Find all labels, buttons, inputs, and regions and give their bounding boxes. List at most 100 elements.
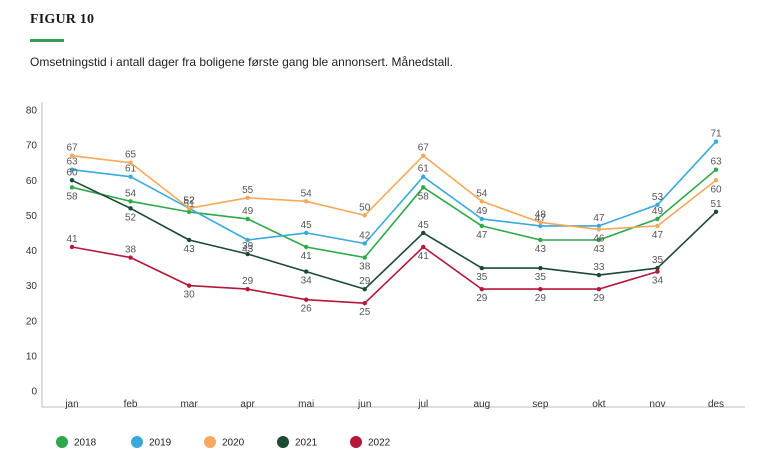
data-label-2018-okt: 43 [593,244,605,255]
series-line-2019 [71,141,717,245]
data-point-2018-jul [421,185,426,190]
data-point-2018-apr [245,216,250,222]
chart-subtitle: Omsetningstid i antall dager fra boligen… [30,55,453,69]
x-tick-label-jun: jun [357,399,371,410]
data-label-2022-nov: 34 [652,276,664,287]
data-label-2021-jun: 29 [359,276,371,287]
data-point-2021-jun [362,286,367,292]
data-point-2020-mai [303,199,309,204]
data-point-2021-feb [128,206,133,211]
x-tick-label-des: des [708,399,724,410]
data-label-2018-sep: 43 [535,244,547,255]
legend-swatch-2020 [204,436,216,448]
data-label-2022-aug: 29 [476,293,488,304]
data-point-2020-jun [362,213,367,218]
y-tick-label-40: 40 [26,246,38,257]
y-tick-label-50: 50 [26,211,38,222]
data-point-2019-nov [655,202,660,208]
data-label-2020-jul: 67 [418,143,430,154]
data-label-2022-sep: 29 [535,293,547,304]
data-label-2018-jul: 58 [418,191,430,202]
data-label-2019-jun: 42 [359,230,371,241]
data-label-2019-aug: 49 [476,206,488,217]
data-point-2020-mar [186,206,192,211]
data-point-2019-okt [596,223,602,229]
data-point-2021-des [713,209,719,215]
data-point-2022-okt [596,286,602,292]
data-label-2020-mar: 52 [184,195,196,206]
x-tick-label-jan: jan [64,399,78,410]
data-label-2018-apr: 49 [242,206,254,217]
data-label-2022-apr: 29 [242,276,254,287]
accent-rule [30,39,64,42]
data-point-2019-mai [303,230,309,236]
data-point-2018-sep [538,237,543,243]
data-label-2019-mar: 52 [184,195,196,206]
data-label-2019-jul: 61 [418,164,430,175]
legend-swatch-2018 [56,436,68,448]
legend-label-2020: 2020 [222,438,245,449]
data-point-2020-des [713,178,719,183]
data-point-2018-des [713,167,719,172]
data-point-2020-okt [596,227,602,232]
figure-label: FIGUR 10 [30,12,95,27]
data-point-2018-jun [362,255,367,260]
data-point-2020-jan [69,153,75,158]
data-point-2021-mar [186,237,192,243]
data-point-2019-jan [69,167,75,172]
x-tick-label-aug: aug [473,399,490,410]
data-point-2022-nov [655,269,660,274]
data-point-2021-jul [421,230,426,236]
data-label-2019-okt: 47 [593,213,605,224]
series-line-2018 [71,169,717,259]
data-label-2022-mar: 30 [184,290,196,301]
data-label-2022-jul: 41 [418,251,430,262]
data-label-2020-sep: 48 [535,209,547,220]
data-point-2021-jan [69,178,75,183]
data-label-2022-feb: 38 [125,245,137,256]
data-point-2021-nov [655,265,660,271]
data-label-2020-jan: 67 [66,143,78,154]
series-line-2021 [71,179,717,290]
data-label-2020-des: 60 [710,184,722,195]
legend-swatch-2019 [131,436,143,448]
data-point-2019-des [713,139,719,144]
data-label-2019-des: 71 [710,129,722,140]
data-label-2020-aug: 54 [476,188,488,199]
data-label-2020-nov: 47 [652,230,664,241]
data-label-2021-jul: 45 [418,220,430,231]
data-label-2021-mar: 43 [184,244,196,255]
y-tick-label-0: 0 [31,387,37,398]
x-tick-label-okt: okt [592,399,606,410]
data-point-2019-aug [479,216,485,222]
data-point-2022-apr [245,286,250,292]
data-label-2021-nov: 35 [652,255,664,266]
data-point-2021-sep [538,265,543,271]
data-point-2022-sep [538,286,543,292]
data-label-2019-nov: 53 [652,192,664,203]
data-label-2019-sep: 47 [535,213,547,224]
data-point-2020-sep [538,220,543,225]
data-point-2020-apr [245,195,250,201]
data-label-2018-nov: 49 [652,206,664,217]
data-label-2021-feb: 52 [125,212,137,223]
data-label-2018-aug: 47 [476,230,488,241]
data-label-2020-apr: 55 [242,185,254,196]
data-point-2021-apr [245,251,250,257]
data-label-2022-mai: 26 [301,304,313,315]
data-point-2019-sep [538,223,543,229]
data-point-2022-mai [303,297,309,302]
data-label-2021-jan: 60 [66,167,78,178]
y-tick-label-80: 80 [26,106,38,117]
data-label-2018-jun: 38 [359,262,371,273]
y-tick-label-60: 60 [26,176,38,187]
legend-swatch-2022 [350,436,362,448]
data-label-2020-mai: 54 [301,188,313,199]
data-label-2020-jun: 50 [359,202,371,213]
x-tick-label-feb: feb [124,399,138,410]
data-label-2019-jan: 63 [66,157,78,168]
data-point-2022-aug [479,286,485,292]
series-line-2020 [71,154,717,231]
x-tick-label-apr: apr [240,399,255,410]
data-point-2022-mar [186,283,192,288]
